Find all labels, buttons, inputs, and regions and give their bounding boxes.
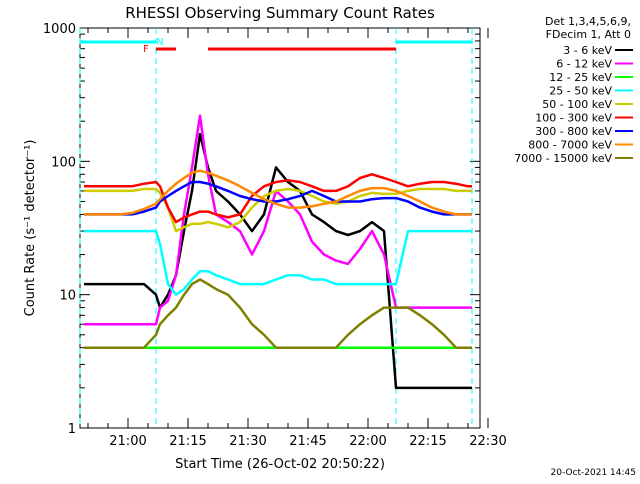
x-tick-label: 21:00 (109, 434, 146, 449)
x-tick-label: 22:00 (349, 434, 386, 449)
plot-area: 1 10 100 1000 21:00 21:15 21:30 21:45 22:00 22:15… (43, 22, 507, 449)
series-line-6-12-keV (84, 114, 472, 326)
legend-entry-label: 12 - 25 keV (549, 71, 612, 84)
y-tick-label: 1000 (43, 22, 76, 37)
y-tick-label: 100 (51, 155, 76, 170)
y-axis-label: Count Rate (s⁻¹ detector⁻¹) (23, 140, 38, 317)
x-tick-label: 22:15 (409, 434, 446, 449)
y-tick-label: 10 (59, 289, 76, 304)
legend-entry-label: 25 - 50 keV (549, 85, 612, 98)
legend-entry-label: 50 - 100 keV (542, 98, 612, 111)
legend-entry-label: 100 - 300 keV (535, 112, 612, 125)
x-tick-label: 21:30 (229, 434, 266, 449)
x-tick-label: 22:30 (469, 434, 506, 449)
footer-date: 20-Oct-2021 14:45 (551, 468, 636, 478)
series-line-50-100-keV (84, 187, 472, 233)
flag-label-n: N (156, 37, 163, 48)
series-line-300-800-keV (84, 180, 472, 216)
plot-frame (79, 27, 481, 429)
x-tick-label: 21:15 (169, 434, 206, 449)
legend-entry-label: 300 - 800 keV (535, 125, 612, 138)
legend-header-line-2: FDecim 1, Att 0 (546, 28, 631, 41)
legend-entry-label: 7000 - 15000 keV (514, 152, 612, 165)
flag-label-f: F (143, 44, 149, 55)
chart-title: RHESSI Observing Summary Count Rates (125, 4, 435, 22)
x-tick-label: 21:45 (289, 434, 326, 449)
series-line-3-6-keV (84, 132, 472, 390)
series-line-7000-15000-keV (84, 278, 472, 349)
x-axis-label: Start Time (26-Oct-02 20:50:22) (175, 457, 385, 472)
series-line-25-50-keV (84, 229, 472, 296)
series-line-100-300-keV (84, 173, 472, 224)
legend-entry-label: 6 - 12 keV (556, 58, 612, 71)
series-line-800-7000-keV (84, 169, 472, 216)
legend-header-line-1: Det 1,3,4,5,6,9, (545, 15, 631, 28)
legend-entry-label: 3 - 6 keV (563, 44, 612, 57)
y-tick-label: 1 (68, 422, 76, 437)
legend-entry-label: 800 - 7000 keV (528, 139, 612, 152)
